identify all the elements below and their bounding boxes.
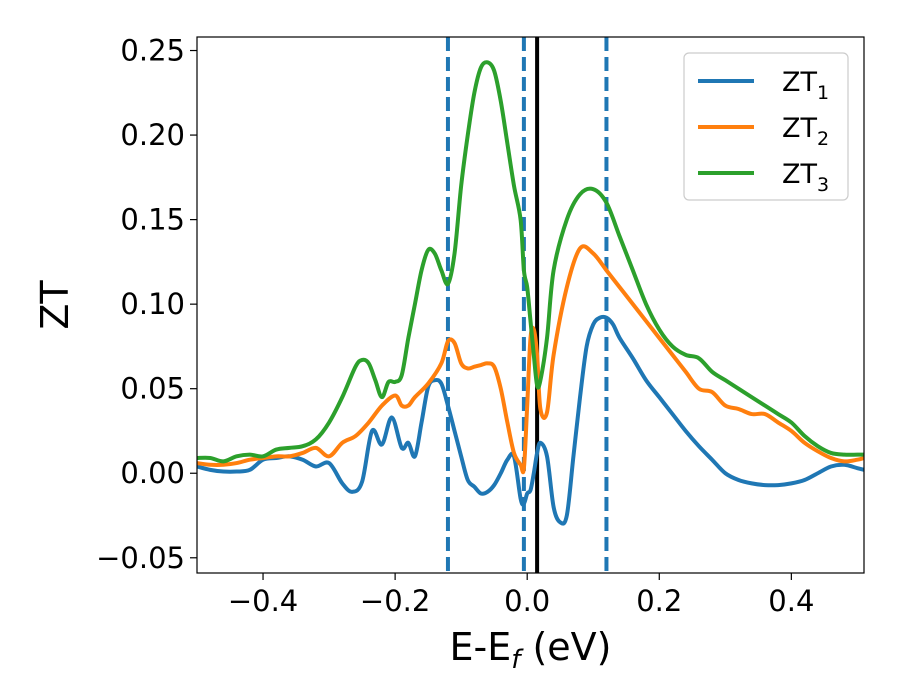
legend-label-1: ZT1 xyxy=(782,67,829,104)
legend-label-2: ZT2 xyxy=(782,113,829,150)
legend-label-sub: 3 xyxy=(817,174,829,196)
y-axis-ticks: −0.05 0.00 0.05 0.10 0.15 0.20 0.25 xyxy=(96,34,197,575)
legend-label-sub: 2 xyxy=(817,128,829,150)
series-line-1 xyxy=(197,314,864,526)
series-line-3 xyxy=(197,60,864,464)
x-tick-label: −0.2 xyxy=(360,584,430,618)
legend-label-main: ZT xyxy=(782,67,817,98)
y-tick-label: −0.05 xyxy=(96,541,185,575)
y-tick-label: 0.05 xyxy=(120,372,185,406)
legend-label-sub: 1 xyxy=(817,82,829,104)
y-axis-title: ZT xyxy=(33,280,77,330)
y-tick-label: 0.20 xyxy=(120,118,185,152)
legend-box xyxy=(683,52,849,201)
x-tick-label: 0.2 xyxy=(636,584,682,618)
legend-label-main: ZT xyxy=(782,159,817,190)
legend-label-3: ZT3 xyxy=(782,159,829,196)
legend-label-main: ZT xyxy=(782,113,817,144)
series-line-2 xyxy=(197,244,864,475)
vertical-marker-lines xyxy=(445,37,609,573)
x-tick-label: 0.4 xyxy=(768,584,814,618)
x-axis-ticks: −0.4 −0.2 0.0 0.2 0.4 xyxy=(228,573,814,618)
y-tick-label: 0.10 xyxy=(120,287,185,321)
plot-frame xyxy=(196,36,865,574)
y-tick-label: 0.00 xyxy=(120,456,185,490)
y-tick-label: 0.15 xyxy=(120,203,185,237)
x-tick-label: −0.4 xyxy=(228,584,298,618)
x-axis-title-main: E-E xyxy=(450,625,512,669)
series-lines xyxy=(197,60,864,526)
x-tick-label: 0.0 xyxy=(504,584,550,618)
x-axis-title-suffix: (eV) xyxy=(520,625,611,669)
y-tick-label: 0.25 xyxy=(120,34,185,68)
x-axis-title: E-Ef (eV) xyxy=(450,625,612,675)
